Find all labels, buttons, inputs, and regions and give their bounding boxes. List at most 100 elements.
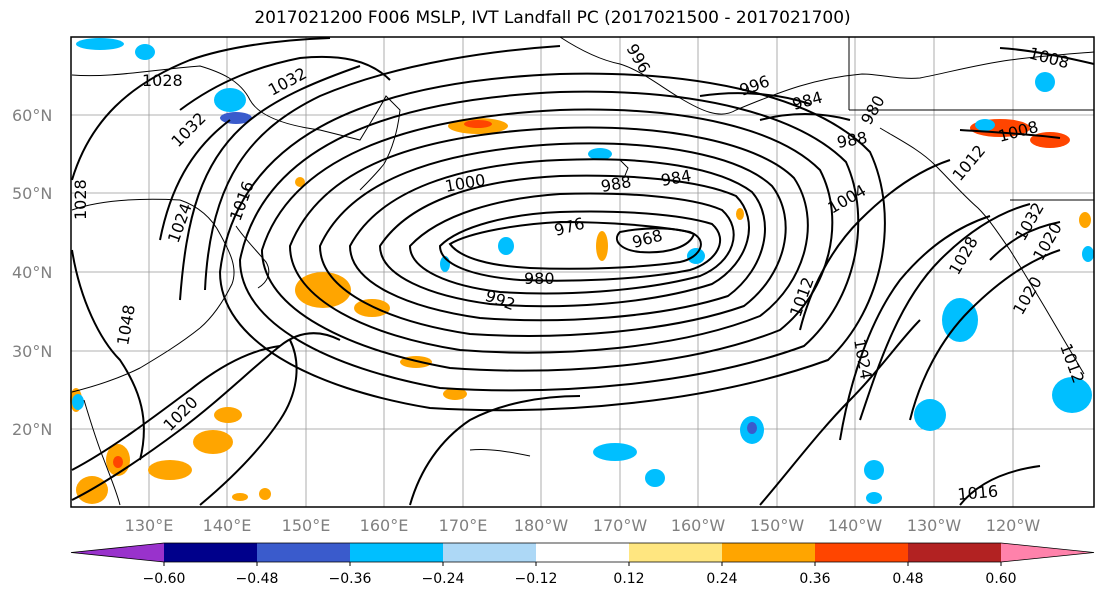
ivt-positive-patch	[113, 456, 123, 468]
ivt-negative-patch	[1035, 72, 1055, 92]
mslp-contour-1020-south	[71, 332, 341, 501]
mslp-contour-988	[378, 174, 750, 308]
colorbar-tick-label: −0.24	[422, 571, 465, 587]
ivt-negative-patch	[747, 422, 757, 434]
lon-label: 170°W	[593, 516, 648, 535]
colorbar-segment	[257, 543, 351, 562]
map-frame	[70, 36, 1095, 508]
colorbar-extend-min	[71, 543, 164, 562]
mslp-contour-980	[438, 210, 722, 282]
latitude-labels: 60°N 50°N 40°N 30°N 20°N	[12, 106, 52, 439]
mslp-contour-1016-central	[409, 395, 581, 506]
mslp-contour-1016	[204, 45, 561, 291]
southeast-asia-coastline	[83, 399, 121, 506]
mslp-contour-968	[615, 227, 696, 254]
lat-label-20n: 20°N	[12, 420, 52, 439]
mslp-contour-1012-east	[799, 159, 951, 331]
mslp-contours	[71, 37, 1095, 506]
lon-label: 140°E	[203, 516, 252, 535]
colorbar-tick-label: 0.60	[985, 571, 1016, 587]
canada-border	[848, 37, 1094, 111]
ivt-negative-patch	[1082, 246, 1094, 262]
mslp-contour-1032-east	[989, 221, 1061, 261]
mslp-contour-1016-south	[71, 345, 281, 471]
contour-label: 1028	[71, 179, 90, 220]
japan-coastline	[235, 225, 270, 289]
ivt-negative-patch	[914, 399, 946, 431]
lon-label: 180°W	[514, 516, 569, 535]
ivt-negative-patch	[498, 237, 514, 255]
mslp-contour-996-north	[699, 92, 811, 105]
mslp-contour-984-north	[759, 113, 851, 121]
lon-label: 150°E	[282, 516, 331, 535]
ivt-positive-patch	[193, 430, 233, 454]
mslp-contour-992	[348, 158, 766, 322]
ivt-shading	[70, 38, 1094, 504]
colorbar-segment	[164, 543, 258, 562]
mslp-contour-1024	[159, 119, 231, 241]
colorbar-tick-label: 0.48	[892, 571, 923, 587]
colorbar-extend-max	[1001, 543, 1094, 562]
mslp-contour-1008-north	[999, 47, 1095, 65]
ivt-positive-patch	[148, 460, 192, 480]
colorbar-segment	[629, 543, 723, 562]
mslp-contour-1032	[179, 55, 391, 111]
ivt-positive-patch	[295, 177, 305, 187]
mslp-contour-1020	[179, 65, 361, 301]
mslp-contour-1016-east	[759, 319, 921, 506]
ivt-negative-patch	[593, 443, 637, 461]
aleutian-coastline	[619, 159, 629, 179]
ivt-positive-patch	[259, 488, 271, 500]
colorbar-tick-label: −0.48	[236, 571, 279, 587]
ivt-negative-patch	[214, 88, 246, 112]
lon-label: 140°W	[828, 516, 883, 535]
colorbar: −0.60 −0.48 −0.36 −0.24 −0.12 0.12 0.24 0.36 0.4…	[70, 542, 1095, 587]
contour-labels: 1028 1032 1032 1028 1024 1016 1000 988 9…	[71, 41, 1088, 504]
mslp-contour-1000	[288, 126, 809, 354]
colorbar-tick-label: −0.36	[329, 571, 372, 587]
lon-label: 130°E	[125, 516, 174, 535]
ivt-negative-patch	[687, 248, 705, 264]
china-coastline	[71, 327, 201, 393]
ivt-positive-patch	[232, 493, 248, 501]
asia-coastline-north	[71, 65, 401, 191]
colorbar-segment	[536, 543, 630, 562]
ivt-negative-patch	[76, 38, 124, 50]
mslp-contour-1016-se	[959, 465, 1041, 506]
ivt-positive-patch	[295, 272, 351, 308]
ivt-negative-patch	[866, 492, 882, 504]
lat-label-50n: 50°N	[12, 184, 52, 203]
contour-label: 1016	[957, 482, 999, 504]
lon-label: 160°W	[671, 516, 726, 535]
hawaii-region-coastline	[469, 449, 531, 457]
lat-label-40n: 40°N	[12, 263, 52, 282]
ivt-positive-patch	[214, 407, 242, 423]
ivt-positive-patch	[354, 299, 390, 317]
colorbar-tick-label: 0.36	[799, 571, 830, 587]
lon-label: 130°W	[907, 516, 962, 535]
lon-label: 120°W	[986, 516, 1041, 535]
colorbar-segment	[443, 543, 537, 562]
colorbar-tick-label: 0.12	[613, 571, 644, 587]
asia-coastline-east	[71, 198, 235, 329]
colorbar-segment	[350, 543, 444, 562]
ivt-negative-patch	[72, 394, 84, 410]
mslp-contour-1004	[260, 108, 834, 372]
lat-label-60n: 60°N	[12, 106, 52, 125]
ivt-positive-patch	[1079, 212, 1091, 228]
ivt-negative-patch	[975, 119, 995, 131]
colorbar-tick-label: −0.12	[515, 571, 558, 587]
mslp-contour-1008	[238, 90, 860, 392]
lon-label: 160°E	[360, 516, 409, 535]
alaska-coastline	[559, 36, 1095, 115]
mslp-contour-1008-ne	[959, 129, 1061, 139]
colorbar-tick-label: 0.24	[706, 571, 737, 587]
ivt-positive-patch	[736, 208, 744, 220]
ivt-negative-patch	[864, 460, 884, 480]
ivt-negative-patch	[588, 148, 612, 160]
ivt-positive-patch	[443, 388, 467, 400]
mslp-contour-976	[448, 220, 702, 270]
ivt-positive-patch	[464, 120, 492, 128]
ivt-negative-patch	[645, 469, 665, 487]
ivt-positive-patch	[596, 231, 608, 261]
